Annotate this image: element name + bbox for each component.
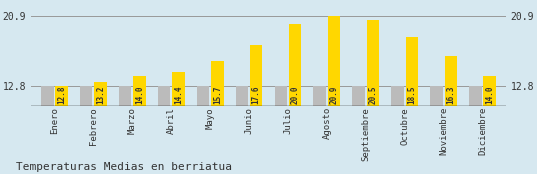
Bar — [236, 86, 248, 106]
Text: 18.5: 18.5 — [408, 86, 416, 104]
Text: 20.5: 20.5 — [368, 86, 378, 104]
Bar — [352, 86, 365, 106]
Bar — [197, 86, 209, 106]
Text: Temperaturas Medias en berriatua: Temperaturas Medias en berriatua — [16, 162, 232, 172]
Bar — [95, 82, 107, 106]
Bar — [80, 86, 92, 106]
Bar — [469, 86, 482, 106]
Text: 20.9: 20.9 — [330, 86, 338, 104]
Bar — [367, 20, 379, 106]
Bar — [211, 61, 223, 106]
Text: 13.2: 13.2 — [96, 86, 105, 104]
Bar — [55, 86, 68, 106]
Text: 17.6: 17.6 — [252, 86, 261, 104]
Bar — [274, 86, 287, 106]
Bar — [41, 86, 54, 106]
Bar — [405, 37, 418, 106]
Bar — [133, 76, 146, 106]
Bar — [172, 72, 185, 106]
Bar — [289, 24, 301, 106]
Text: 14.4: 14.4 — [174, 86, 183, 104]
Bar — [119, 86, 132, 106]
Bar — [445, 56, 457, 106]
Bar — [430, 86, 442, 106]
Text: 12.8: 12.8 — [57, 86, 66, 104]
Bar — [391, 86, 404, 106]
Bar — [250, 45, 263, 106]
Bar — [314, 86, 326, 106]
Text: 14.0: 14.0 — [135, 86, 144, 104]
Bar — [483, 76, 496, 106]
Text: 20.0: 20.0 — [291, 86, 300, 104]
Text: 16.3: 16.3 — [446, 86, 455, 104]
Bar — [328, 17, 340, 106]
Bar — [158, 86, 170, 106]
Text: 15.7: 15.7 — [213, 86, 222, 104]
Text: 14.0: 14.0 — [485, 86, 494, 104]
